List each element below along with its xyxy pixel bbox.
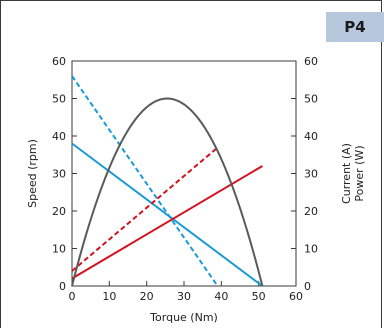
y2-tick-label: 30 bbox=[304, 168, 318, 181]
right-axis: 0 10 20 30 40 50 60 bbox=[291, 55, 318, 293]
y2-tick-label: 60 bbox=[304, 55, 318, 68]
x-tick-label: 20 bbox=[140, 290, 154, 303]
y-tick-label: 60 bbox=[52, 55, 66, 68]
y-tick-label: 50 bbox=[52, 93, 66, 106]
x-tick-label: 40 bbox=[214, 290, 228, 303]
x-tick-label: 30 bbox=[177, 290, 191, 303]
y2-axis-label-current: Current (A) bbox=[340, 143, 353, 204]
series-group bbox=[71, 75, 264, 287]
y2-tick-label: 20 bbox=[304, 205, 318, 218]
panel-badge: P4 bbox=[326, 12, 384, 42]
y-tick-label: 20 bbox=[52, 205, 66, 218]
y2-axis-label-power: Power (W) bbox=[353, 145, 366, 201]
x-axis-label: Torque (Nm) bbox=[149, 311, 218, 324]
plot-area bbox=[71, 60, 297, 287]
y-tick-label: 40 bbox=[52, 130, 66, 143]
y2-tick-label: 40 bbox=[304, 130, 318, 143]
left-axis: 0 10 20 30 40 50 60 bbox=[52, 55, 77, 293]
y-tick-label: 10 bbox=[52, 243, 66, 256]
y-axis-label: Speed (rpm) bbox=[26, 139, 39, 208]
x-tick-label: 50 bbox=[252, 290, 266, 303]
y2-tick-label: 0 bbox=[304, 280, 311, 293]
x-tick-label: 10 bbox=[102, 290, 116, 303]
series-line-2 bbox=[71, 75, 219, 287]
series-line-5 bbox=[71, 97, 264, 287]
bottom-axis: 0 10 20 30 40 50 60 bbox=[69, 281, 303, 303]
x-tick-label: 0 bbox=[69, 290, 76, 303]
x-tick-label: 60 bbox=[289, 290, 303, 303]
y-tick-label: 30 bbox=[52, 168, 66, 181]
y-tick-label: 0 bbox=[59, 280, 66, 293]
y2-tick-label: 50 bbox=[304, 93, 318, 106]
series-line-3 bbox=[71, 165, 263, 280]
y2-tick-label: 10 bbox=[304, 243, 318, 256]
